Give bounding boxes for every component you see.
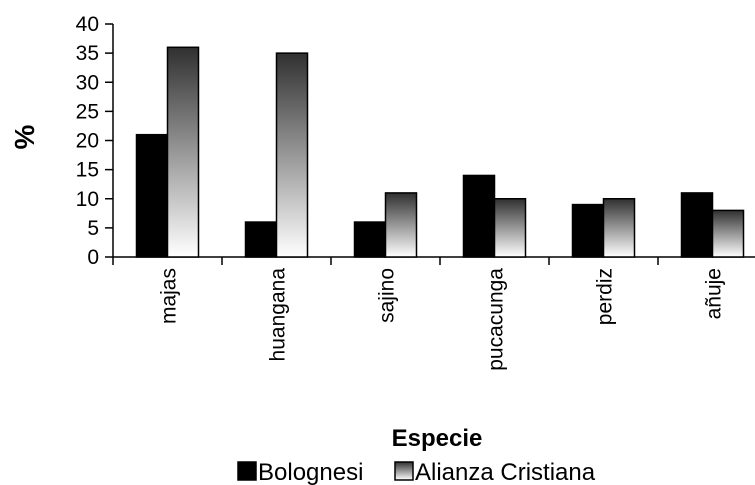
bar-alianza-cristiana — [275, 52, 309, 258]
bar-bolognesi — [244, 221, 278, 258]
x-tick-label: huangana — [267, 268, 290, 362]
bar-alianza-cristiana — [493, 198, 527, 258]
bar-bolognesi — [353, 221, 387, 258]
y-axis-title: % — [9, 124, 40, 149]
bar-alianza-cristiana — [602, 198, 636, 258]
y-tick-label: 40 — [76, 13, 99, 36]
y-tick-label: 0 — [87, 246, 99, 269]
y-tick-label: 5 — [87, 217, 99, 240]
bar-bolognesi — [462, 174, 496, 258]
y-tick-label: 35 — [76, 42, 99, 65]
y-tick-label: 10 — [76, 188, 99, 211]
y-tick-label: 15 — [76, 159, 99, 182]
x-axis-title: Especie — [392, 425, 483, 452]
x-tick-label: perdiz — [594, 268, 617, 325]
bar-bolognesi — [571, 203, 605, 258]
y-tick-label: 25 — [76, 100, 99, 123]
y-tick-label: 30 — [76, 71, 99, 94]
bar-alianza-cristiana — [711, 209, 745, 258]
bar-bolognesi — [680, 192, 714, 258]
y-tick-label: 20 — [76, 130, 99, 153]
bar-alianza-cristiana — [166, 46, 200, 258]
x-tick-label: majas — [158, 268, 181, 324]
bar-bolognesi — [135, 133, 169, 258]
plot-area: 0 5 10 15 20 25 30 35 40 majas huangana sajino pucac… — [76, 13, 755, 371]
legend-label: Bolognesi — [258, 459, 363, 485]
bar-alianza-cristiana — [384, 192, 418, 258]
legend: Bolognesi Alianza Cristiana — [237, 459, 596, 485]
x-tick-label: sajino — [376, 268, 399, 323]
legend-swatch — [394, 461, 414, 481]
legend-label: Alianza Cristiana — [415, 459, 596, 485]
legend-swatch — [237, 461, 257, 481]
x-tick-label: añuje — [703, 268, 726, 319]
x-tick-label: pucacunga — [485, 268, 508, 371]
